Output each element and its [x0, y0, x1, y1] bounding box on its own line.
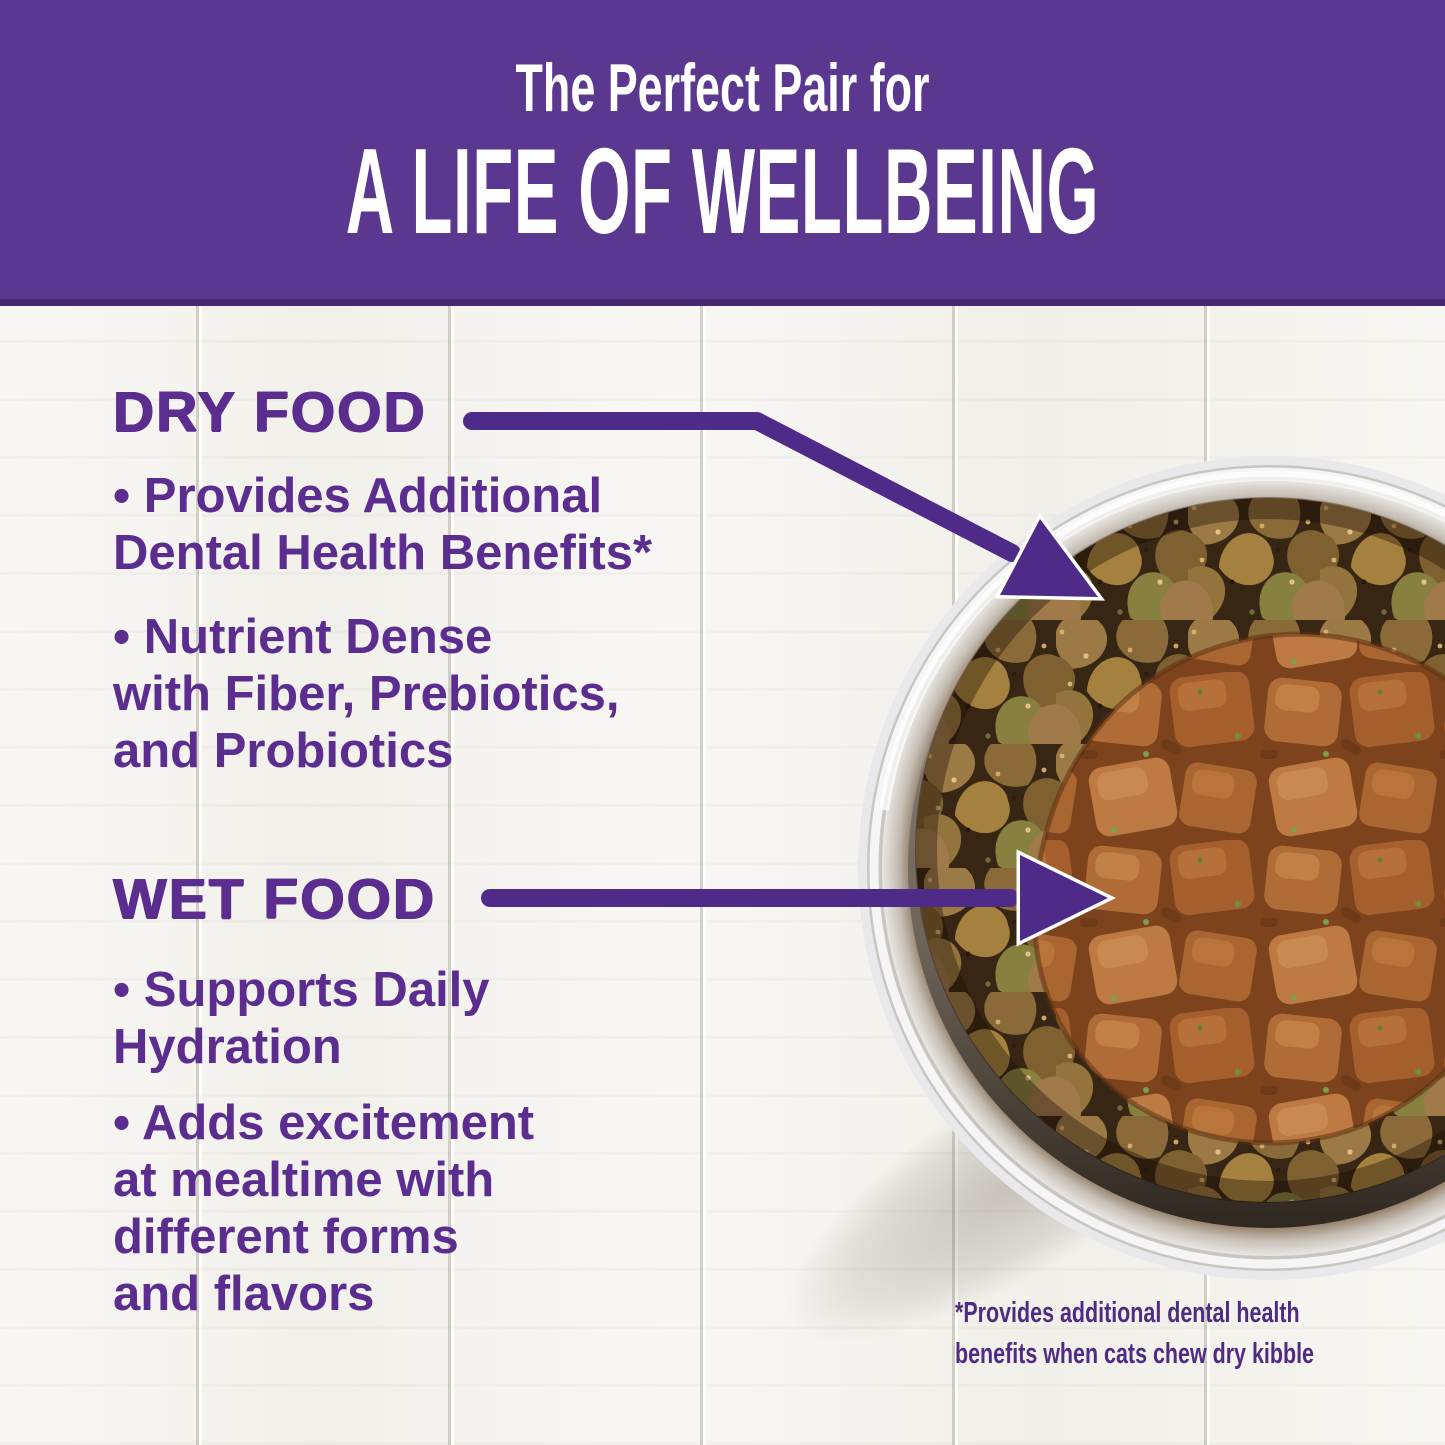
banner: The Perfect Pair for A LIFE OF WELLBEING: [0, 0, 1445, 306]
footnote-line1: *Provides additional dental health: [955, 1297, 1300, 1329]
wet-food: [1032, 631, 1445, 1146]
wet-bullet1-line1: • Supports Daily: [113, 963, 490, 1017]
wet-food-bullet-2: • Adds excitement at mealtime with diffe…: [113, 1095, 534, 1323]
dry-food-heading: DRY FOOD: [113, 380, 427, 444]
dry-food-bullet-1: • Provides Additional Dental Health Bene…: [113, 468, 652, 582]
wet-bullet1-line2: Hydration: [113, 1020, 342, 1074]
wet-bullet2-line4: and flavors: [113, 1267, 375, 1321]
banner-subtitle: The Perfect Pair for: [515, 50, 930, 126]
wet-bullet2-line1: • Adds excitement: [113, 1096, 535, 1150]
footnote: *Provides additional dental health benef…: [955, 1293, 1314, 1375]
banner-title: A LIFE OF WELLBEING: [345, 123, 1100, 259]
dry-food-arrow: [463, 412, 1106, 601]
wet-food-arrow: [481, 849, 1116, 947]
wet-bullet2-line2: at mealtime with: [113, 1153, 495, 1207]
wet-food-bullet-1: • Supports Daily Hydration: [113, 962, 490, 1076]
dry-bullet1-line1: • Provides Additional: [113, 469, 603, 523]
dry-bullet2-line3: and Probiotics: [113, 724, 454, 778]
dry-bullet2-line2: with Fiber, Prebiotics,: [113, 667, 620, 721]
dry-bullet2-line1: • Nutrient Dense: [113, 610, 493, 664]
wet-bullet2-line3: different forms: [113, 1210, 459, 1264]
footnote-line2: benefits when cats chew dry kibble: [955, 1338, 1314, 1370]
wet-food-heading: WET FOOD: [113, 867, 437, 931]
dry-food-bullet-2: • Nutrient Dense with Fiber, Prebiotics,…: [113, 609, 619, 780]
dry-bullet1-line2: Dental Health Benefits*: [113, 526, 653, 580]
